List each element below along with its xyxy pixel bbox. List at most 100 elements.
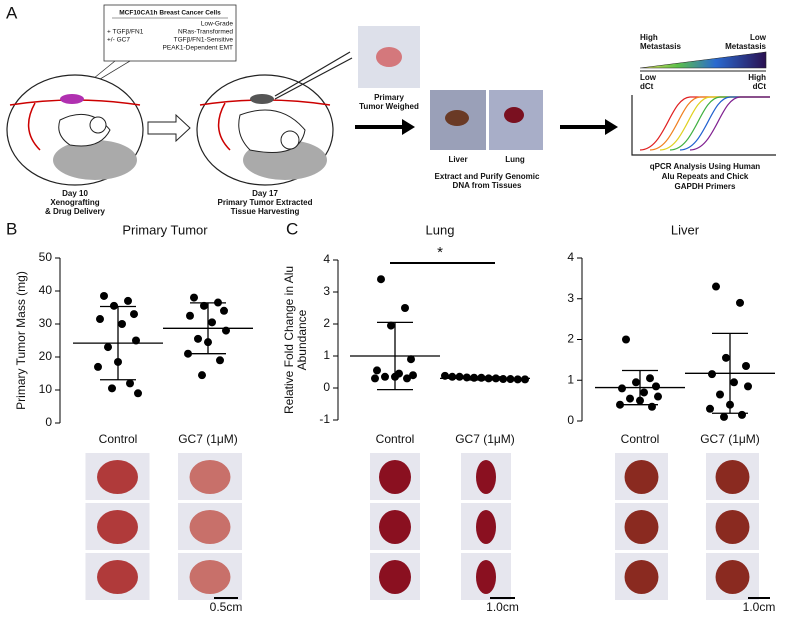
property: Low-Grade — [201, 21, 234, 28]
x-tick-label: GC7 (1μM) — [700, 432, 760, 446]
tissue — [476, 460, 496, 494]
tissue — [379, 510, 411, 544]
data-point — [118, 320, 126, 328]
y-tick-label: 0 — [323, 380, 330, 394]
data-point — [184, 349, 192, 358]
tissue — [715, 560, 750, 594]
step-text: Tumor Weighed — [359, 102, 419, 111]
gradient-label: dCt — [640, 82, 654, 91]
step-text: qPCR Analysis Using Human — [650, 162, 761, 171]
tissue — [97, 460, 138, 494]
step-text: Xenografting — [50, 198, 99, 207]
data-point — [134, 389, 142, 398]
gradient-label: Low — [750, 33, 767, 42]
chart-title: Primary Tumor — [122, 222, 208, 237]
y-axis-label: Abundance — [295, 309, 309, 370]
data-point — [720, 412, 728, 421]
tissue — [624, 510, 659, 544]
data-point — [381, 372, 389, 381]
step-text: DNA from Tissues — [453, 181, 522, 190]
data-point — [401, 304, 409, 312]
tissue — [476, 510, 496, 544]
gradient-wedge — [639, 51, 767, 69]
data-point — [186, 311, 194, 320]
data-point — [706, 404, 714, 413]
step-text: GAPDH Primers — [675, 182, 736, 191]
data-point — [403, 374, 411, 383]
data-point — [646, 374, 654, 383]
egg-day10 — [6, 74, 144, 186]
arrow — [355, 119, 415, 135]
tissue — [715, 510, 750, 544]
data-point — [377, 275, 385, 284]
y-tick-label: 0 — [45, 415, 52, 429]
tissue — [624, 560, 659, 594]
gradient-label: High — [640, 33, 658, 42]
data-point — [198, 371, 206, 380]
tissue — [97, 510, 138, 544]
tissue-label: Liver — [448, 155, 467, 164]
data-point — [96, 315, 104, 324]
step-text: Primary Tumor Extracted — [218, 198, 313, 207]
arrow — [560, 119, 618, 135]
scale-bar-label: 1.0cm — [743, 600, 776, 614]
step-text: Extract and Purify Genomic — [435, 172, 540, 181]
qpcr-plot — [631, 95, 776, 156]
property: NRas-Transformed — [178, 29, 233, 36]
data-point — [513, 375, 522, 384]
tissue — [715, 460, 750, 494]
data-point — [648, 402, 656, 411]
tissue — [189, 560, 231, 594]
property: TGFβ/FN1-Sensitive — [174, 37, 234, 44]
data-point — [216, 356, 224, 365]
y-axis-label: Primary Tumor Mass (mg) — [14, 271, 28, 410]
y-tick-label: 30 — [39, 316, 53, 330]
data-point — [616, 400, 624, 409]
x-tick-label: Control — [99, 432, 138, 446]
data-point — [722, 353, 730, 362]
y-tick-label: 50 — [39, 250, 53, 264]
data-point — [110, 301, 118, 310]
tissue — [624, 460, 659, 494]
photo-tissues — [430, 90, 543, 150]
gradient-label: High — [748, 73, 766, 82]
x-tick-label: GC7 (1μM) — [455, 432, 515, 446]
data-point — [200, 301, 208, 310]
y-axis-label: Relative Fold Change in Alu — [282, 266, 296, 414]
data-point — [124, 296, 132, 305]
egg-day17 — [196, 51, 353, 186]
data-point — [640, 388, 648, 397]
data-point — [108, 384, 116, 393]
data-point — [716, 390, 724, 399]
data-point — [742, 361, 750, 370]
y-tick-label: 0 — [567, 413, 574, 427]
y-tick-label: 2 — [567, 332, 574, 346]
gradient-label: Metastasis — [725, 42, 766, 51]
property: PEAK1-Dependent EMT — [163, 45, 233, 52]
scale-bar-label: 0.5cm — [210, 600, 243, 614]
data-point — [521, 375, 529, 384]
data-point — [387, 321, 395, 330]
data-point — [373, 366, 381, 375]
y-tick-label: 1 — [323, 348, 330, 362]
x-tick-label: GC7 (1μM) — [178, 432, 238, 446]
treatment: +/- GC7 — [107, 37, 130, 44]
y-tick-label: 40 — [39, 283, 53, 297]
chart-title: Lung — [426, 222, 455, 237]
data-point — [94, 362, 102, 371]
y-tick-label: 4 — [567, 250, 574, 264]
data-point — [220, 306, 228, 315]
data-point — [744, 382, 752, 391]
tissue — [379, 560, 411, 594]
tissue — [476, 560, 496, 594]
data-point — [104, 343, 112, 352]
step-text: & Drug Delivery — [45, 207, 106, 216]
tissue — [379, 460, 411, 494]
y-tick-label: 1 — [567, 372, 574, 386]
step-text: Primary — [374, 93, 404, 102]
step-text: Tissue Harvesting — [231, 207, 300, 216]
data-point — [409, 371, 417, 380]
data-point — [618, 384, 626, 393]
y-tick-label: 3 — [323, 284, 330, 298]
box-title: MCF10CA1h Breast Cancer Cells — [119, 10, 221, 17]
